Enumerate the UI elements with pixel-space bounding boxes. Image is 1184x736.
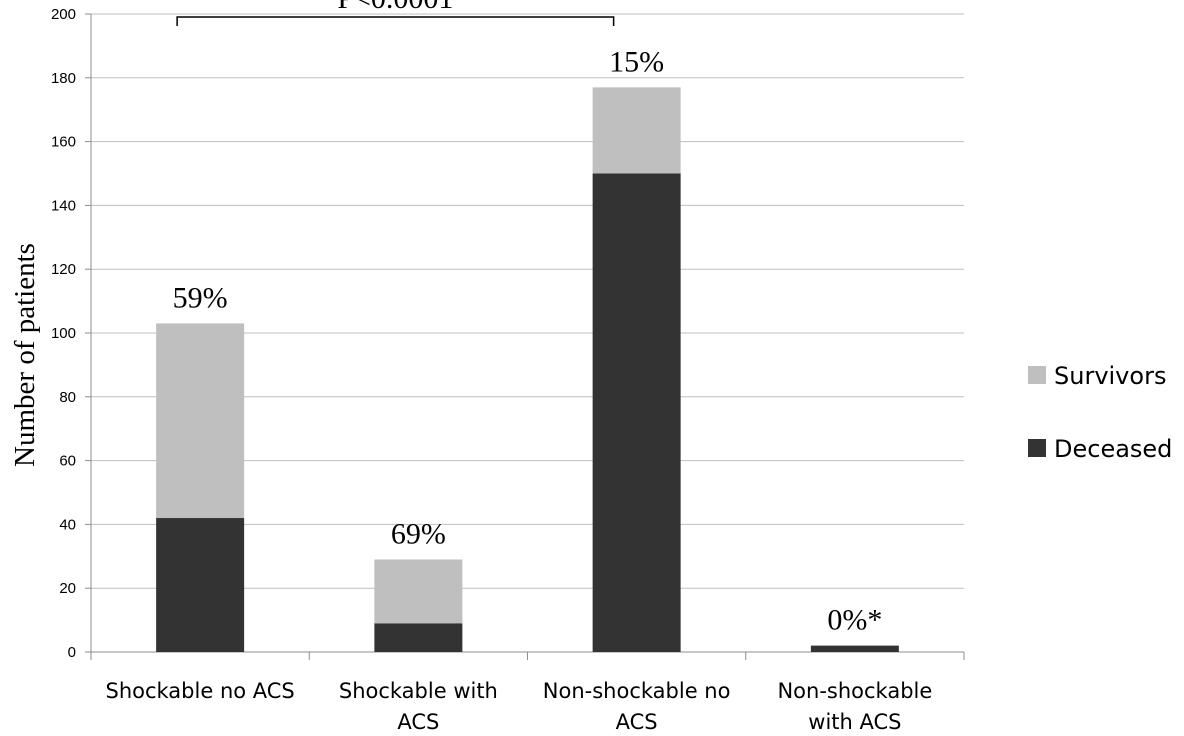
- y-tick-label: 60: [59, 453, 76, 470]
- y-tick-label: 0: [68, 644, 76, 661]
- y-tick-label: 20: [59, 580, 76, 597]
- significance-bracket: [176, 16, 615, 26]
- legend-label-survivors: Survivors: [1054, 362, 1166, 390]
- y-tick-label: 160: [51, 134, 76, 151]
- category-label-line: ACS: [616, 710, 658, 734]
- bars: [156, 87, 899, 652]
- legend-label-deceased: Deceased: [1054, 435, 1172, 463]
- p-value-label: P<0.0001: [337, 0, 453, 15]
- y-tick-label: 180: [51, 70, 76, 87]
- percentage-label: 0%*: [827, 604, 882, 637]
- percentage-label: 15%: [609, 45, 664, 78]
- category-label-line: Non-shockable: [777, 679, 932, 703]
- category-label-line: ACS: [397, 710, 439, 734]
- bar-deceased: [810, 645, 899, 652]
- category-label: Non-shockable no ACS: [543, 679, 731, 734]
- bar-deceased: [374, 623, 463, 652]
- y-tick-label: 140: [51, 197, 76, 214]
- bar-survivors: [592, 87, 681, 174]
- y-tick-label: 120: [51, 261, 76, 278]
- percentage-labels: 59% 69% 15% 0%*: [173, 45, 883, 636]
- legend-swatch-survivors: [1028, 366, 1046, 384]
- legend-swatch-deceased: [1028, 439, 1046, 457]
- percentage-label: 59%: [173, 281, 228, 314]
- category-labels: Shockable no ACS Shockable with ACSNon-sho…: [105, 679, 932, 734]
- significance-annotation: P<0.0001: [176, 0, 615, 26]
- bar-survivors: [156, 323, 245, 519]
- bar-deceased: [156, 518, 245, 652]
- bar-deceased: [592, 173, 681, 652]
- y-axis-label: Number of patients: [9, 243, 41, 467]
- y-tick-label: 40: [59, 516, 76, 533]
- category-label-line: Shockable with: [339, 679, 498, 703]
- category-label: Shockable no ACS: [105, 679, 294, 703]
- y-tick-label: 200: [51, 6, 76, 23]
- bar-survivors: [374, 559, 463, 624]
- y-tick-label: 100: [51, 325, 76, 342]
- category-label-line: Non-shockable no: [543, 679, 731, 703]
- legend: Survivors Deceased: [1028, 362, 1172, 463]
- category-label-line: with ACS: [808, 710, 901, 734]
- y-axis-ticks: 0 20 40 60 80 100 120 140 160 180 200: [51, 6, 76, 661]
- category-label: Shockable with ACS: [339, 679, 498, 734]
- category-label-line: Shockable no ACS: [105, 679, 294, 703]
- category-label: Non-shockable with ACS: [777, 679, 932, 734]
- y-tick-label: 80: [59, 389, 76, 406]
- percentage-label: 69%: [391, 517, 446, 550]
